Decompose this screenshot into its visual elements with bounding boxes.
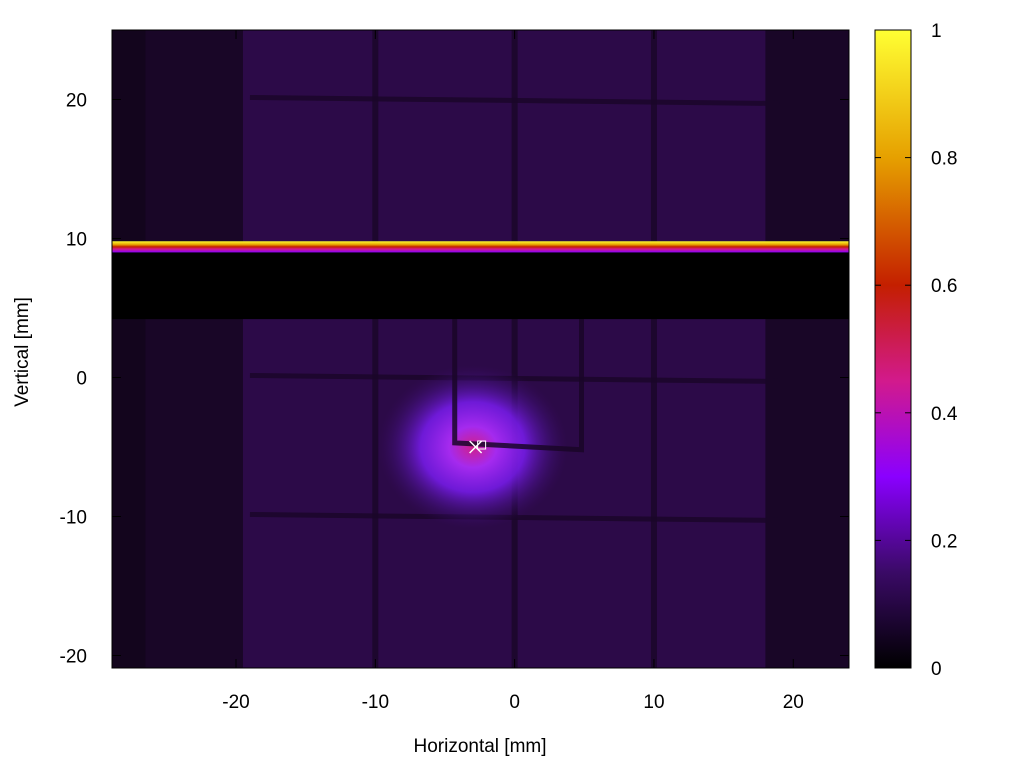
heatmap-dark-band [112, 252, 849, 320]
heatmap-grid-line-vertical [372, 30, 379, 668]
y-tick-label: 20 [66, 90, 87, 111]
heatmap-left-edge-outer [112, 30, 146, 668]
heatmap-grid-line-vertical [511, 30, 518, 668]
colorbar-tick-label: 0.4 [931, 404, 958, 425]
heatmap-inner-frame [452, 319, 585, 453]
colorbar-tick-label: 0.8 [931, 149, 957, 170]
y-axis-label: Vertical [mm] [12, 297, 33, 407]
plot-frame [111, 29, 850, 669]
heatmap-bright-edge [112, 241, 849, 253]
y-tick-label: -10 [60, 507, 87, 528]
y-tick-label: 0 [76, 368, 87, 389]
colorbar-tick-label: 0.6 [931, 276, 957, 297]
x-tick-label: 20 [783, 692, 804, 713]
x-tick-label: -10 [362, 692, 389, 713]
y-axis-ticks: -20 -10 0 10 20 [60, 90, 849, 667]
x-tick-label: 10 [643, 692, 664, 713]
x-tick-label: 0 [509, 692, 520, 713]
colorbar-tick-label: 0.2 [931, 531, 957, 552]
colorbar-tick-label: 1 [931, 21, 942, 42]
heatmap-grid-line-horizontal [249, 94, 780, 106]
x-axis-ticks: -20 -10 0 10 20 [222, 30, 804, 713]
colorbar-tick-label: 0 [931, 659, 942, 680]
colorbar-ticks: 0 0.2 0.4 0.6 0.8 1 [875, 21, 958, 680]
y-tick-label: -20 [60, 646, 87, 667]
marker-cross [469, 440, 483, 454]
heatmap-image [112, 30, 849, 668]
heatmap-right-edge [765, 30, 849, 668]
heatmap-grid-line-vertical [650, 30, 657, 668]
x-axis-label: Horizontal [mm] [413, 736, 546, 757]
x-tick-label: -20 [222, 692, 249, 713]
y-tick-label: 10 [66, 229, 87, 250]
heatmap-hot-spot [377, 364, 568, 529]
marker-square [477, 440, 487, 450]
colorbar [874, 29, 912, 669]
